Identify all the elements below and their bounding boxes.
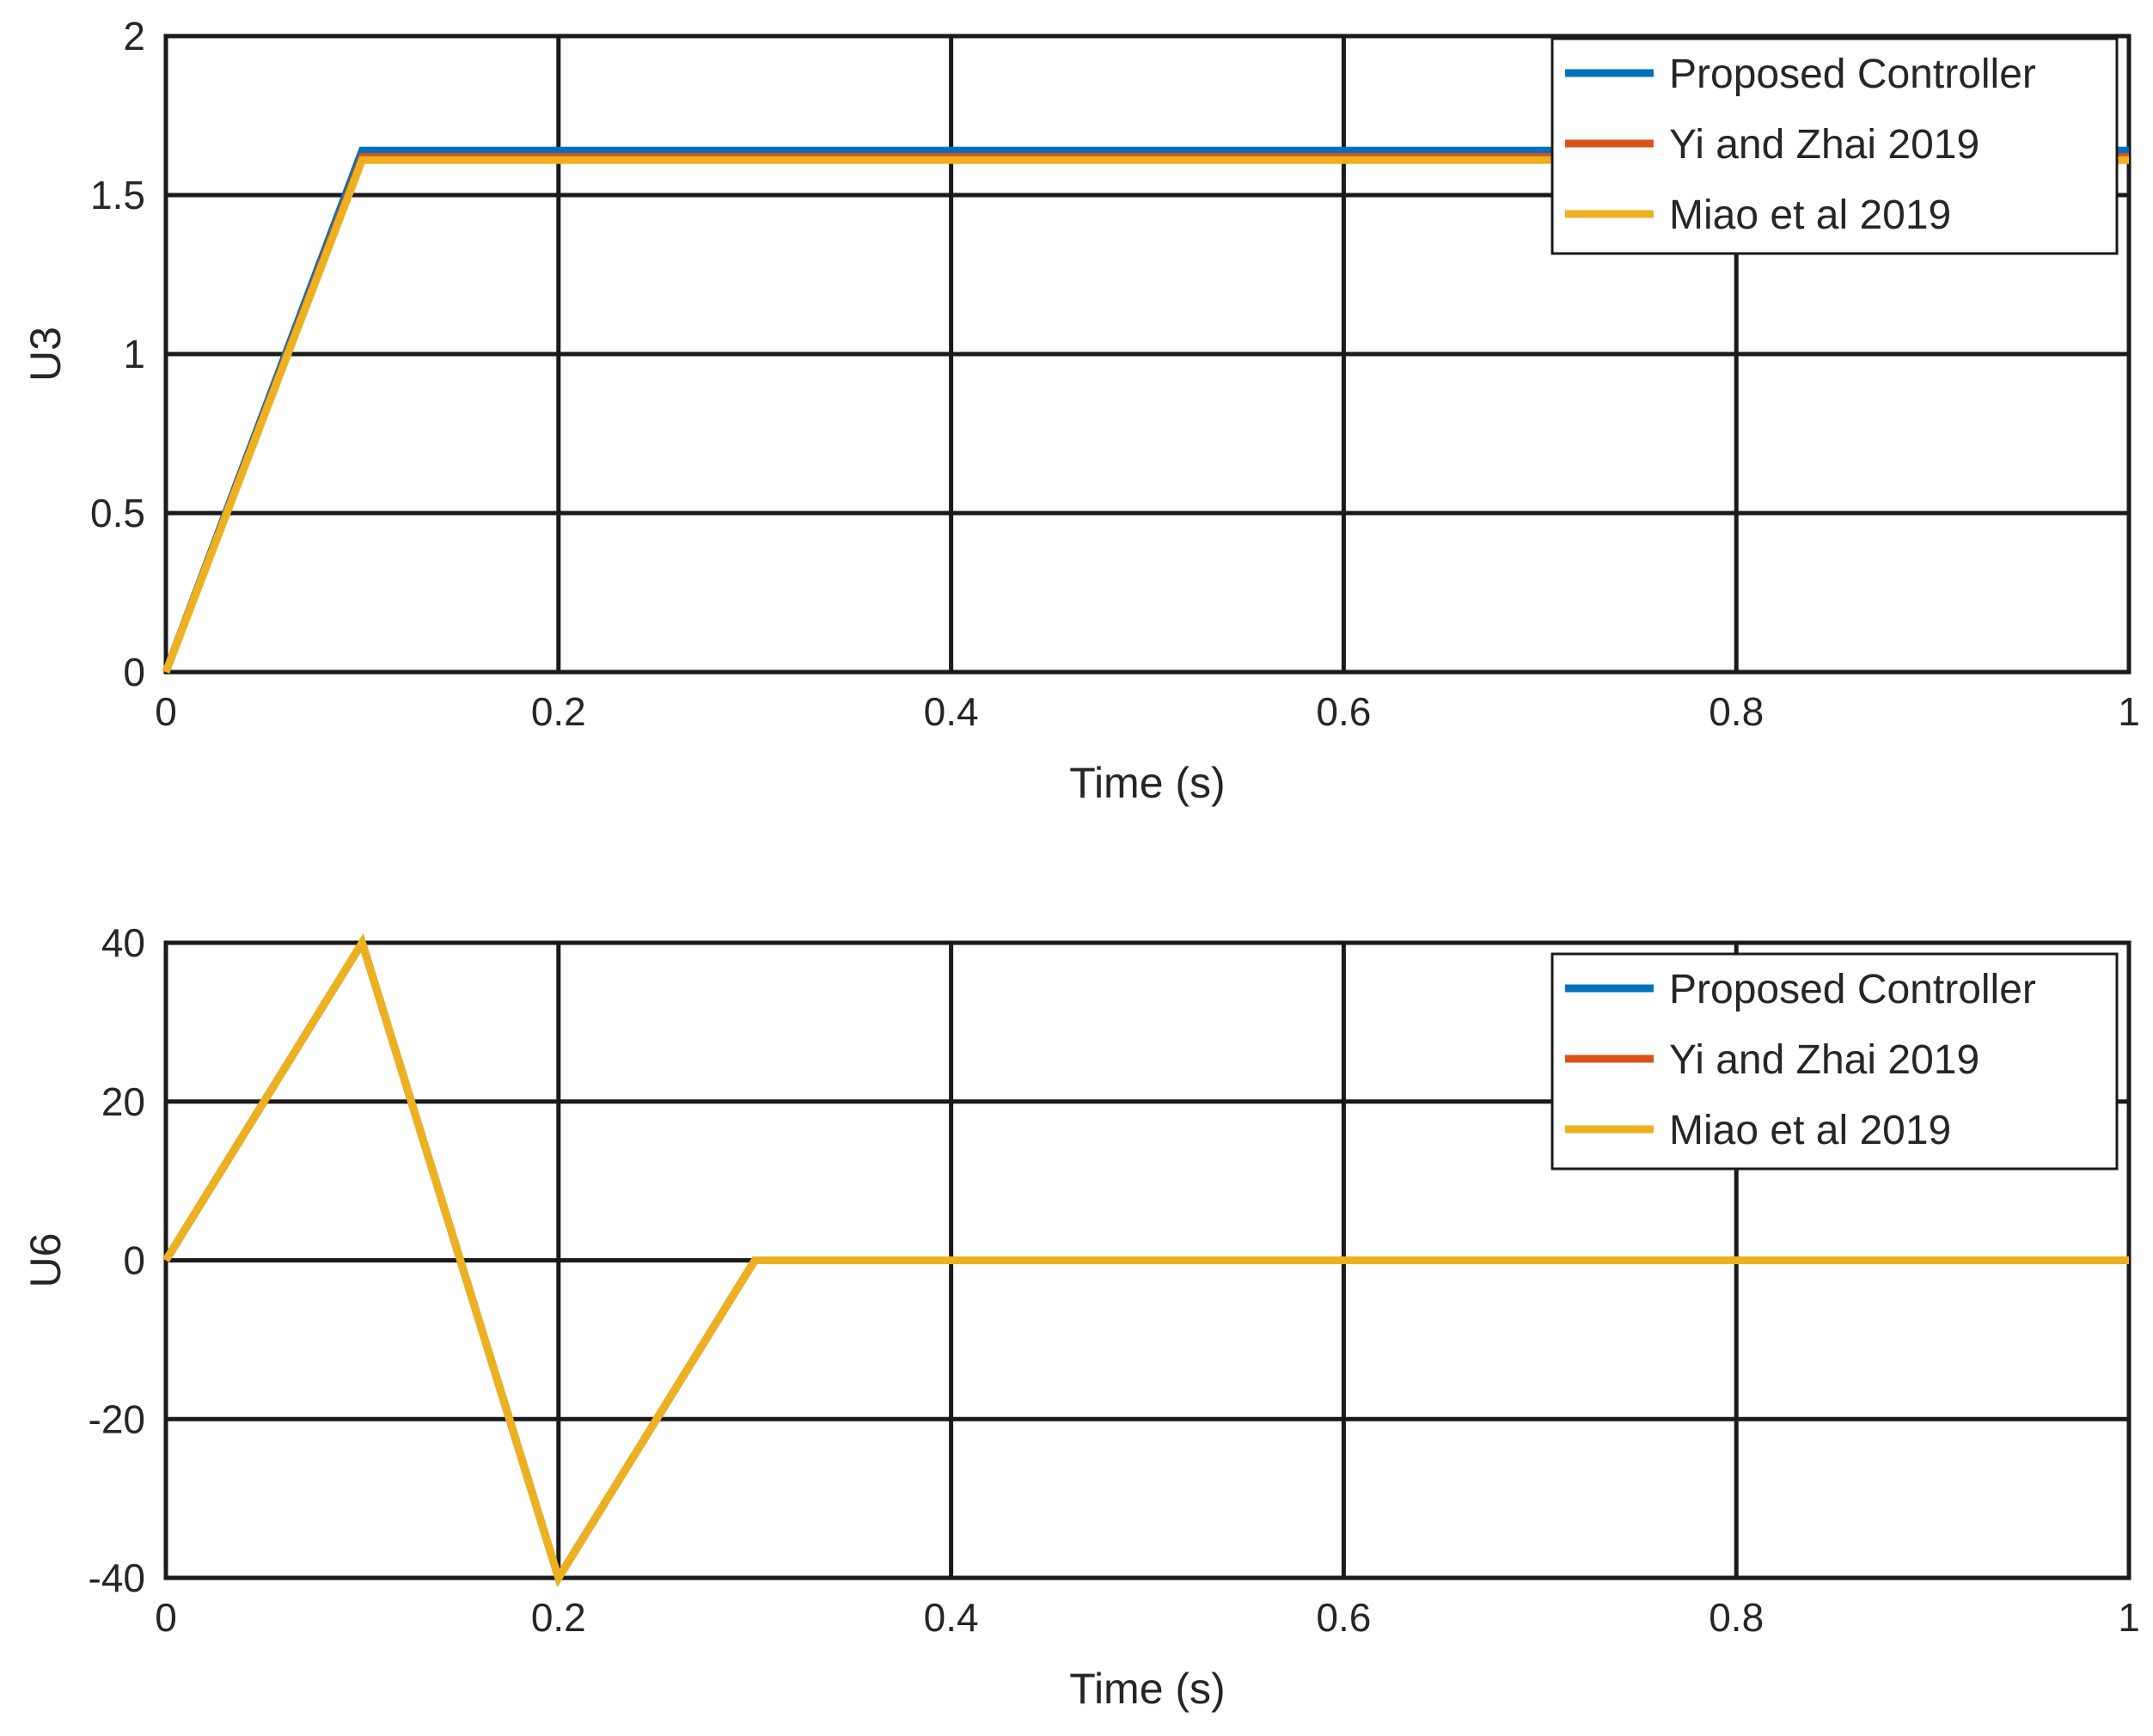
y-tick-label: 0 xyxy=(123,1238,145,1283)
chart-panel-1: 0 0.2 0.4 0.6 0.8 1 0 0.5 1 1.5 2 Time (s) U3 Propose… xyxy=(21,14,2140,807)
axes-box xyxy=(163,34,2132,675)
y-tick-label: 1.5 xyxy=(90,173,145,217)
y-tick-label: 1 xyxy=(123,332,145,376)
x-tick-label: 0 xyxy=(155,689,177,734)
x-tick-label: 0.8 xyxy=(1709,689,1764,734)
x-tick-label: 0.6 xyxy=(1316,689,1371,734)
chart-panel-2: 0 0.2 0.4 0.6 0.8 1 -40 -20 0 20 40 Time (s) U6 Propo… xyxy=(21,920,2140,1713)
x-tick-label: 0.2 xyxy=(531,689,586,734)
legend-label: Yi and Zhai 2019 xyxy=(1669,1037,1979,1083)
legend-label: Miao et al 2019 xyxy=(1669,1108,1951,1153)
series-line-3 xyxy=(162,933,2129,1587)
legend-label: Proposed Controller xyxy=(1669,967,2036,1012)
legend-label: Miao et al 2019 xyxy=(1669,193,1951,238)
x-tick-label: 0 xyxy=(155,1595,177,1640)
y-axis-label: U6 xyxy=(21,1233,70,1288)
legend: Proposed Controller Yi and Zhai 2019 Miao … xyxy=(1551,952,2119,1171)
x-tick-label: 1 xyxy=(2118,689,2140,734)
x-tick-label: 0.6 xyxy=(1316,1595,1371,1640)
y-tick-label: -40 xyxy=(89,1556,145,1600)
x-tick-label: 0.4 xyxy=(924,1595,979,1640)
legend: Proposed Controller Yi and Zhai 2019 Miao … xyxy=(1551,37,2119,255)
x-tick-label: 0.4 xyxy=(924,689,979,734)
legend-label: Yi and Zhai 2019 xyxy=(1669,122,1979,168)
x-tick-label: 1 xyxy=(2118,1595,2140,1640)
y-tick-label: 0.5 xyxy=(90,491,145,535)
legend-label: Proposed Controller xyxy=(1669,52,2036,97)
y-tick-label: 2 xyxy=(123,14,145,58)
y-tick-label: -20 xyxy=(89,1397,145,1441)
y-tick-label: 20 xyxy=(101,1079,145,1124)
y-tick-label: 0 xyxy=(123,650,145,694)
series-line-3 xyxy=(162,156,2129,674)
x-axis-label: Time (s) xyxy=(1069,1665,1225,1713)
y-axis-label: U3 xyxy=(21,327,70,382)
x-tick-label: 0.8 xyxy=(1709,1595,1764,1640)
x-axis-label: Time (s) xyxy=(1069,759,1225,807)
x-tick-label: 0.2 xyxy=(531,1595,586,1640)
y-tick-label: 40 xyxy=(101,920,145,965)
